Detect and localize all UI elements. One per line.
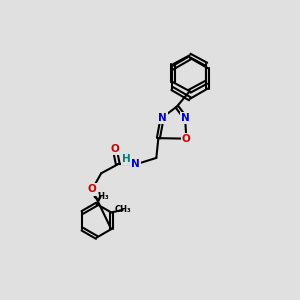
Text: CH₃: CH₃ — [115, 206, 131, 214]
Text: O: O — [182, 134, 191, 144]
Text: O: O — [182, 134, 191, 144]
Text: N: N — [131, 159, 140, 169]
Text: O: O — [110, 144, 119, 154]
Text: N: N — [158, 112, 167, 123]
Text: O: O — [88, 184, 97, 194]
Text: H: H — [122, 154, 131, 164]
Text: CH₃: CH₃ — [92, 192, 109, 201]
Text: O: O — [88, 184, 97, 194]
Text: N: N — [131, 159, 140, 169]
Text: O: O — [110, 144, 119, 154]
Text: N: N — [181, 112, 189, 123]
Text: H: H — [123, 155, 130, 164]
Text: N: N — [158, 112, 167, 123]
Text: N: N — [181, 112, 189, 123]
